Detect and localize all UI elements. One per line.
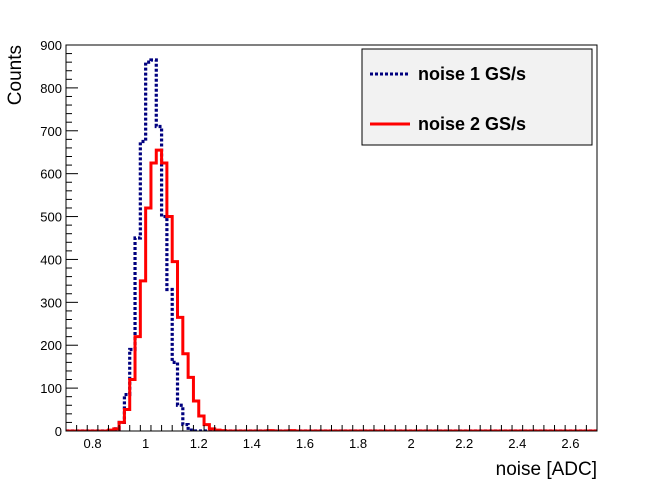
y-tick-label: 900 bbox=[40, 38, 62, 53]
x-tick-label: 0.8 bbox=[84, 436, 102, 451]
x-tick-label: 1.6 bbox=[296, 436, 314, 451]
x-tick-label: 2.6 bbox=[561, 436, 579, 451]
y-axis-title: Counts bbox=[5, 45, 26, 105]
y-axis-ticks: 0 100 200 300 400 500 600 700 800 900 bbox=[40, 38, 78, 439]
y-tick-label: 200 bbox=[40, 338, 62, 353]
x-tick-label: 2.2 bbox=[455, 436, 473, 451]
x-tick-label: 1.8 bbox=[349, 436, 367, 451]
y-tick-label: 500 bbox=[40, 210, 62, 225]
y-tick-label: 600 bbox=[40, 167, 62, 182]
x-tick-label: 2.4 bbox=[508, 436, 526, 451]
x-tick-label: 1 bbox=[142, 436, 149, 451]
y-tick-label: 100 bbox=[40, 381, 62, 396]
x-axis-title: noise [ADC] bbox=[496, 459, 597, 480]
y-tick-label: 300 bbox=[40, 295, 62, 310]
y-tick-label: 400 bbox=[40, 252, 62, 267]
x-tick-label: 1.2 bbox=[190, 436, 208, 451]
y-tick-label: 700 bbox=[40, 124, 62, 139]
legend-label-noise-2gss: noise 2 GS/s bbox=[418, 114, 526, 134]
legend-box bbox=[361, 48, 593, 146]
legend: noise 1 GS/s noise 2 GS/s bbox=[361, 48, 593, 146]
legend-label-noise-1gss: noise 1 GS/s bbox=[418, 64, 526, 84]
x-tick-label: 1.4 bbox=[243, 436, 261, 451]
y-tick-label: 0 bbox=[55, 424, 62, 439]
x-axis-ticks: 0.8 1 1.2 1.4 1.6 1.8 2 2.2 2.4 2.6 bbox=[65, 425, 598, 451]
y-tick-label: 800 bbox=[40, 81, 62, 96]
x-tick-label: 2 bbox=[408, 436, 415, 451]
